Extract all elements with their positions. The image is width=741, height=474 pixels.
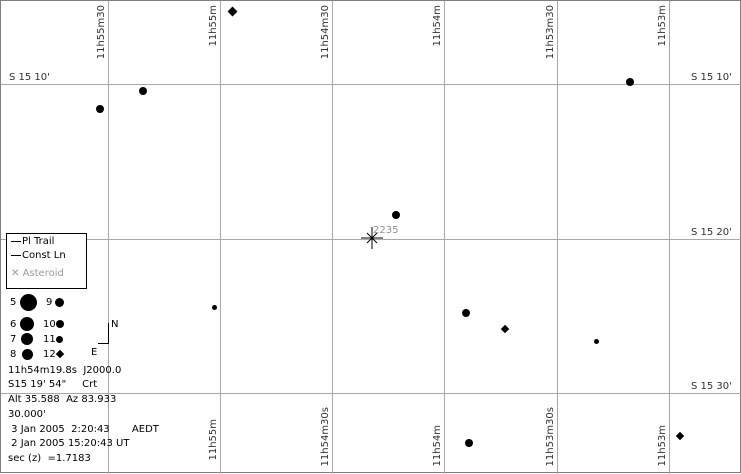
mag-symbol bbox=[22, 349, 33, 360]
east-label: E bbox=[91, 347, 98, 358]
dec-grid-line bbox=[1, 84, 741, 85]
mag-label: 6 bbox=[10, 319, 17, 330]
ra-readout: 11h54m19.8s J2000.0 bbox=[8, 365, 122, 376]
dec-readout: S15 19' 54" Crt bbox=[8, 379, 98, 390]
ra-grid-line bbox=[557, 1, 558, 474]
mag-label: 8 bbox=[10, 349, 17, 360]
mag-label: 12 bbox=[43, 349, 56, 360]
star[interactable] bbox=[392, 211, 400, 219]
ra-label: 11h53m bbox=[657, 425, 668, 467]
star[interactable] bbox=[462, 309, 470, 317]
legend: Pl Trail Const Ln ✕ Asteroid bbox=[6, 233, 87, 289]
target-crosshair-icon[interactable] bbox=[361, 227, 383, 249]
north-label: N bbox=[111, 319, 119, 330]
ra-label: 11h53m30s bbox=[545, 407, 556, 467]
mag-label: 11 bbox=[43, 334, 56, 345]
ra-grid-line bbox=[332, 1, 333, 474]
mag-label: 7 bbox=[10, 334, 17, 345]
dec-label: S 15 30' bbox=[689, 381, 734, 392]
mag-symbol bbox=[56, 336, 63, 343]
ra-label: 11h54m30s bbox=[320, 407, 331, 467]
mag-label: 10 bbox=[43, 319, 56, 330]
ra-grid-line bbox=[220, 1, 221, 474]
target-label: 2235 bbox=[373, 225, 399, 236]
ra-grid-line bbox=[444, 1, 445, 474]
mag-symbol bbox=[20, 317, 34, 331]
ra-label: 11h53m30 bbox=[545, 5, 556, 60]
dec-grid-line bbox=[1, 393, 741, 394]
legend-asteroid: Asteroid bbox=[22, 268, 64, 279]
mag-label: 5 bbox=[10, 297, 17, 308]
star[interactable] bbox=[212, 305, 217, 310]
star[interactable] bbox=[465, 439, 473, 447]
star[interactable] bbox=[227, 6, 238, 17]
legend-pl-trail: Pl Trail bbox=[22, 236, 55, 247]
mag-symbol bbox=[55, 349, 65, 359]
legend-const-ln: Const Ln bbox=[22, 250, 66, 261]
altaz-readout: Alt 35.588 Az 83.933 bbox=[8, 394, 117, 405]
star[interactable] bbox=[139, 87, 147, 95]
ra-label: 11h53m bbox=[657, 5, 668, 47]
star[interactable] bbox=[626, 78, 634, 86]
dec-label: S 15 10' bbox=[689, 72, 734, 83]
star[interactable] bbox=[96, 105, 104, 113]
local-time-readout: 3 Jan 2005 2:20:43 AEDT bbox=[8, 424, 159, 435]
dec-label: S 15 20' bbox=[689, 227, 734, 238]
star[interactable] bbox=[500, 324, 510, 334]
mag-symbol bbox=[20, 294, 37, 311]
ra-label: 11h54m30 bbox=[320, 5, 331, 60]
ra-label: 11h54m bbox=[432, 5, 443, 47]
ra-label: 11h55m bbox=[208, 419, 219, 461]
mag-symbol bbox=[56, 320, 64, 328]
mag-symbol bbox=[55, 298, 64, 307]
asteroid-icon: ✕ bbox=[11, 268, 20, 279]
ra-label: 11h55m bbox=[208, 5, 219, 47]
dec-label: S 15 10' bbox=[7, 72, 52, 83]
airmass-readout: sec (z) =1.7183 bbox=[8, 453, 91, 464]
mag-symbol bbox=[21, 333, 33, 345]
ra-grid-line bbox=[669, 1, 670, 474]
ut-time-readout: 2 Jan 2005 15:20:43 UT bbox=[8, 438, 130, 449]
fov-readout: 30.000' bbox=[8, 409, 46, 420]
mag-label: 9 bbox=[46, 297, 53, 308]
ra-label: 11h54m bbox=[432, 425, 443, 467]
star[interactable] bbox=[675, 431, 685, 441]
star[interactable] bbox=[594, 339, 599, 344]
ra-grid-line bbox=[108, 1, 109, 474]
ra-label: 11h55m30 bbox=[96, 5, 107, 60]
